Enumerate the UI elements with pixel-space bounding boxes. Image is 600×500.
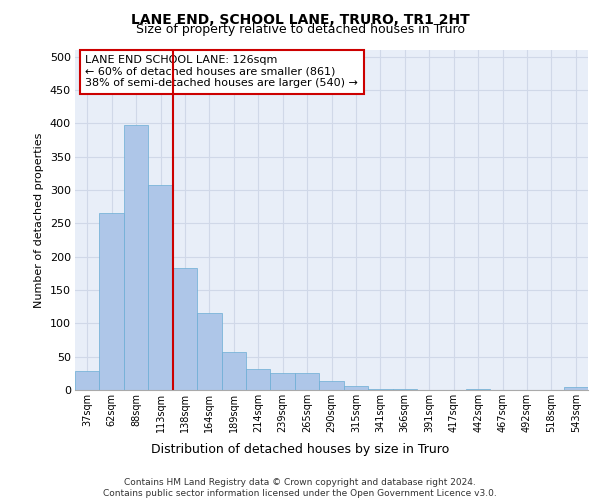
Text: Distribution of detached houses by size in Truro: Distribution of detached houses by size … [151,442,449,456]
Bar [246,368,271,390]
Text: LANE END, SCHOOL LANE, TRURO, TR1 2HT: LANE END, SCHOOL LANE, TRURO, TR1 2HT [131,12,469,26]
Text: Contains HM Land Registry data © Crown copyright and database right 2024.
Contai: Contains HM Land Registry data © Crown c… [103,478,497,498]
Y-axis label: Number of detached properties: Number of detached properties [34,132,44,308]
Text: LANE END SCHOOL LANE: 126sqm
← 60% of detached houses are smaller (861)
38% of s: LANE END SCHOOL LANE: 126sqm ← 60% of de… [85,55,358,88]
Bar [148,184,173,390]
Bar [563,386,588,390]
Bar [197,314,221,390]
Bar [100,214,124,390]
Bar [173,268,197,390]
Bar [124,126,148,390]
Bar [221,352,246,390]
Text: Size of property relative to detached houses in Truro: Size of property relative to detached ho… [136,22,464,36]
Bar [271,374,295,390]
Bar [344,386,368,390]
Bar [75,372,100,390]
Bar [295,374,319,390]
Bar [319,382,344,390]
